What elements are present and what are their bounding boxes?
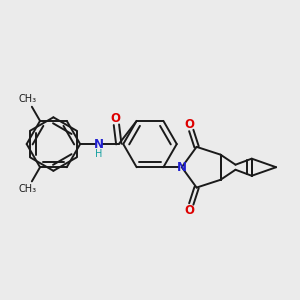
Text: N: N xyxy=(94,138,103,151)
Text: O: O xyxy=(184,118,194,131)
Text: H: H xyxy=(95,148,102,159)
Text: O: O xyxy=(184,204,194,217)
Text: O: O xyxy=(110,112,120,125)
Text: CH₃: CH₃ xyxy=(18,94,37,104)
Text: N: N xyxy=(177,161,187,174)
Text: CH₃: CH₃ xyxy=(18,184,37,194)
